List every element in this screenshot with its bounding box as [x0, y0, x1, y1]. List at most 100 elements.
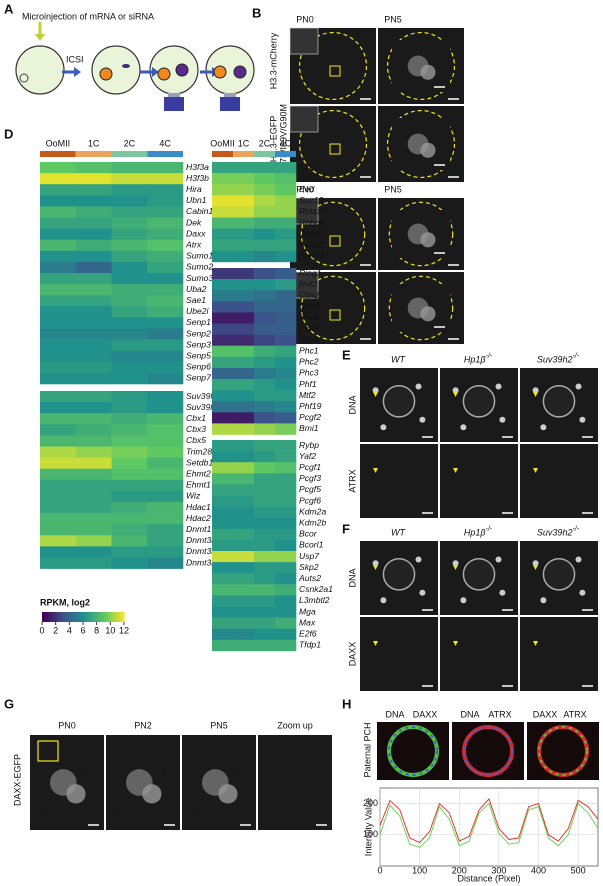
heatmap-cell [275, 423, 297, 435]
zona [386, 31, 456, 101]
arrowhead [74, 67, 81, 77]
heatmap-cell [212, 562, 234, 574]
speckle [372, 387, 379, 394]
heatmap-cell [111, 435, 148, 447]
heatmap-cell [40, 361, 77, 374]
arrowhead-marker [373, 565, 378, 570]
row-label: DAXX-EGFP [12, 754, 22, 806]
colorbar-step [76, 612, 80, 622]
stage-label: PN5 [384, 14, 402, 24]
colorbar-step [74, 612, 78, 622]
heatmap-cell [275, 228, 297, 240]
gene-label: Phc1 [299, 346, 319, 356]
heatmap-cell [254, 440, 276, 452]
speckle [372, 560, 379, 567]
heatmap-cell [233, 184, 255, 196]
heatmap-cell [233, 323, 255, 335]
gene-label: Cbx5 [186, 435, 206, 445]
pronucleus [99, 67, 113, 81]
male-symbol: ♂ [114, 806, 121, 816]
heatmap-cell [254, 423, 276, 435]
colorbar-step [119, 612, 123, 622]
zona [386, 109, 456, 179]
heatmap-cell [275, 617, 297, 629]
heatmap-cell [212, 473, 234, 485]
gene-label: Bcorl1 [299, 540, 324, 550]
heatmap-cell [75, 328, 112, 340]
colorbar-step [72, 612, 76, 622]
heatmap-cell [212, 312, 234, 324]
heatmap-cell [212, 195, 234, 207]
gene-label: Eed [299, 184, 315, 194]
heatmap-cell [212, 217, 234, 229]
gene-label: Dek [186, 217, 202, 227]
gene-label: Rbbp7 [299, 206, 326, 216]
micrograph [440, 444, 518, 518]
stage-label: 2C [124, 138, 136, 148]
gene-label: Mtf2 [299, 390, 316, 400]
colorbar-step [78, 612, 82, 622]
speckle [540, 597, 547, 604]
egg [15, 45, 65, 95]
heatmap-cell [147, 513, 184, 525]
heatmap-cell [254, 301, 276, 313]
objective-base [168, 93, 180, 97]
heatmap-cell [75, 195, 112, 207]
heatmap-cell [212, 401, 234, 413]
y-axis-label: Intensity Value [363, 798, 373, 856]
heatmap-cell [75, 261, 112, 274]
colorbar-step [68, 612, 72, 622]
colorbar-title: RPKM, log2 [40, 597, 90, 607]
gene-label: Senp5 [186, 351, 211, 361]
stage-bar [254, 151, 275, 157]
gene-label: Cbx8 [299, 334, 319, 344]
superscript: -/- [486, 353, 493, 360]
heatmap-cell [40, 524, 77, 536]
row-label: H3.3-mCherry [268, 32, 278, 89]
gene-label: Pcgf5 [299, 484, 321, 494]
colorbar-tick-label: 8 [94, 625, 99, 635]
stage-label: PN5 [384, 184, 402, 194]
stage-label: 1C [238, 138, 250, 148]
colorbar-step [89, 612, 92, 622]
heatmap-cell [75, 339, 112, 351]
arrowhead-marker [533, 641, 538, 646]
colorbar-step [50, 612, 53, 622]
heatmap-cell [275, 345, 297, 358]
gene-label: Senp2 [186, 328, 211, 338]
heatmap-cell [40, 535, 77, 547]
colorbar-step [121, 612, 125, 622]
heatmap-cell [275, 562, 297, 574]
heatmap-cell [147, 372, 184, 385]
gene-label: Csnk2a1 [299, 584, 333, 594]
heatmap-cell [254, 217, 276, 229]
gene-label: Senp1 [186, 317, 211, 327]
heatmap-cell [233, 334, 255, 346]
heatmap-cell [111, 502, 148, 514]
colorbar-step [80, 612, 84, 622]
heatmap-cell [233, 173, 255, 185]
heatmap-cell [75, 361, 112, 374]
gene-label: Dnmt3a [186, 535, 216, 545]
heatmap-cell [111, 513, 148, 525]
heatmap-cell [254, 401, 276, 413]
heatmap-cell [75, 162, 112, 174]
heatmap-cell [212, 528, 234, 541]
heatmap-cell [254, 606, 276, 618]
arrowhead-marker [533, 468, 538, 473]
gene-label: E2f6 [299, 629, 317, 639]
heatmap-cell [212, 345, 234, 358]
speckle [460, 597, 467, 604]
heatmap-cell [275, 173, 297, 185]
heatmap-cell [75, 513, 112, 525]
heatmap-cell [254, 506, 276, 518]
gene-label: Dnmt1 [186, 524, 212, 534]
heatmap-cell [275, 239, 297, 252]
line-series [379, 798, 599, 844]
colorbar-step [44, 612, 47, 622]
heatmap-cell [233, 390, 255, 402]
speckle [499, 589, 506, 596]
gene-label: Ubn1 [186, 195, 207, 205]
heatmap-cell [254, 551, 276, 563]
gene-label: Pcgf6 [299, 495, 321, 505]
